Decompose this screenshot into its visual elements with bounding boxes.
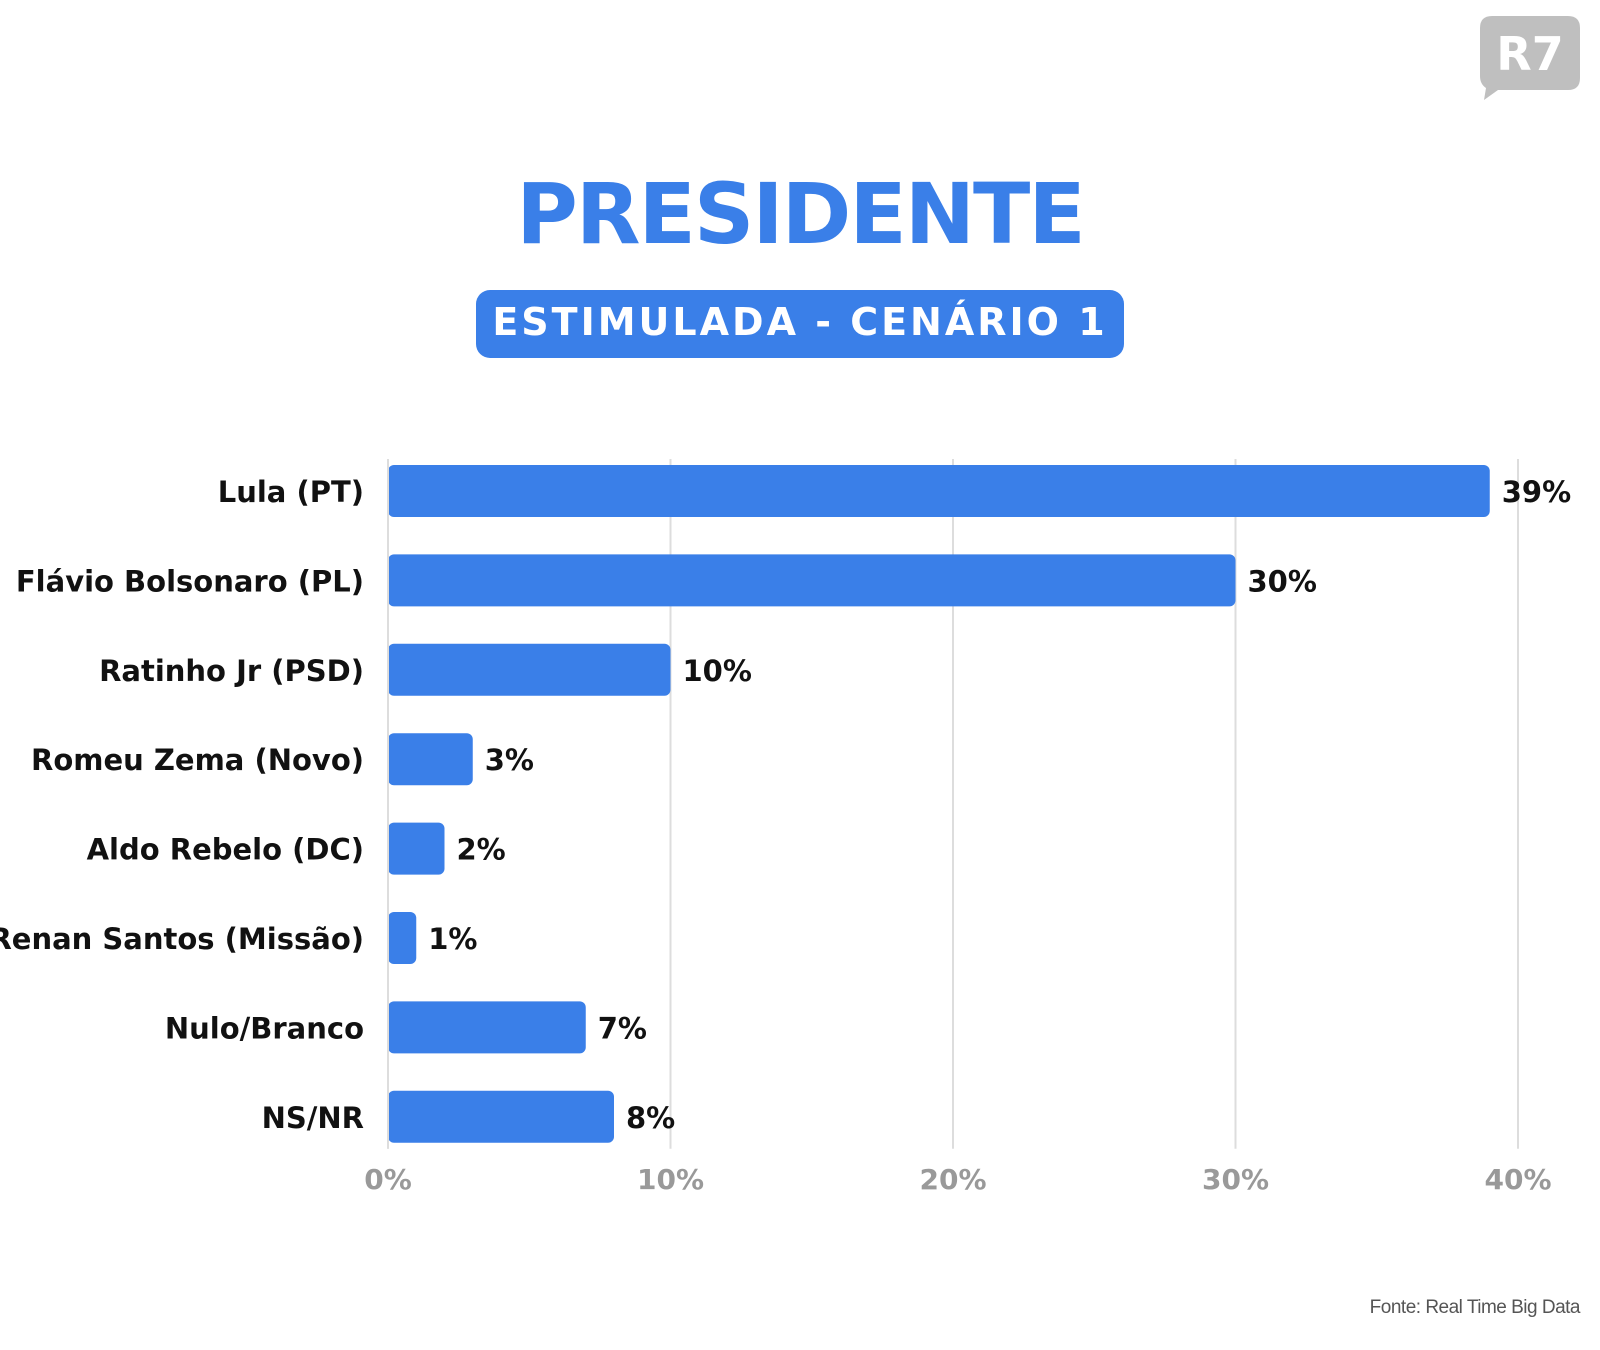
value-label: 1% [428, 922, 477, 956]
value-label: 3% [485, 743, 534, 777]
bar [388, 1001, 586, 1054]
bar [388, 1090, 614, 1143]
value-label: 10% [683, 654, 752, 688]
subtitle-wrapper: ESTIMULADA - CENÁRIO 1 [0, 290, 1600, 358]
r7-logo: R7 [1480, 16, 1580, 100]
value-label: 7% [598, 1011, 647, 1045]
x-tick-label: 0% [364, 1163, 412, 1196]
category-label: Aldo Rebelo (DC) [87, 833, 364, 867]
category-label: Ratinho Jr (PSD) [99, 654, 364, 688]
bar [388, 912, 417, 964]
logo-text: R7 [1496, 27, 1563, 81]
bar [388, 733, 473, 786]
logo-badge [1480, 16, 1580, 100]
x-tick-label: 20% [919, 1163, 986, 1196]
bar [388, 643, 671, 696]
value-label: 30% [1248, 564, 1317, 598]
x-tick-label: 40% [1484, 1163, 1551, 1196]
source-note: Fonte: Real Time Big Data [1369, 1297, 1581, 1318]
category-label: Flávio Bolsonaro (PL) [16, 564, 364, 598]
x-tick-label: 30% [1202, 1163, 1269, 1196]
value-label: 2% [457, 833, 506, 867]
bar [388, 822, 445, 875]
bar [388, 465, 1490, 517]
bar [388, 554, 1236, 607]
subtitle-badge: ESTIMULADA - CENÁRIO 1 [476, 290, 1124, 358]
category-label: Renan Santos (Missão) [0, 922, 364, 956]
category-label: NS/NR [262, 1101, 364, 1135]
x-tick-label: 10% [637, 1163, 704, 1196]
value-label: 8% [626, 1101, 675, 1135]
category-label: Romeu Zema (Novo) [31, 743, 364, 777]
category-label: Nulo/Branco [165, 1011, 364, 1045]
category-label: Lula (PT) [218, 475, 364, 509]
chart-title: PRESIDENTE [516, 165, 1085, 263]
value-label: 39% [1502, 475, 1571, 509]
